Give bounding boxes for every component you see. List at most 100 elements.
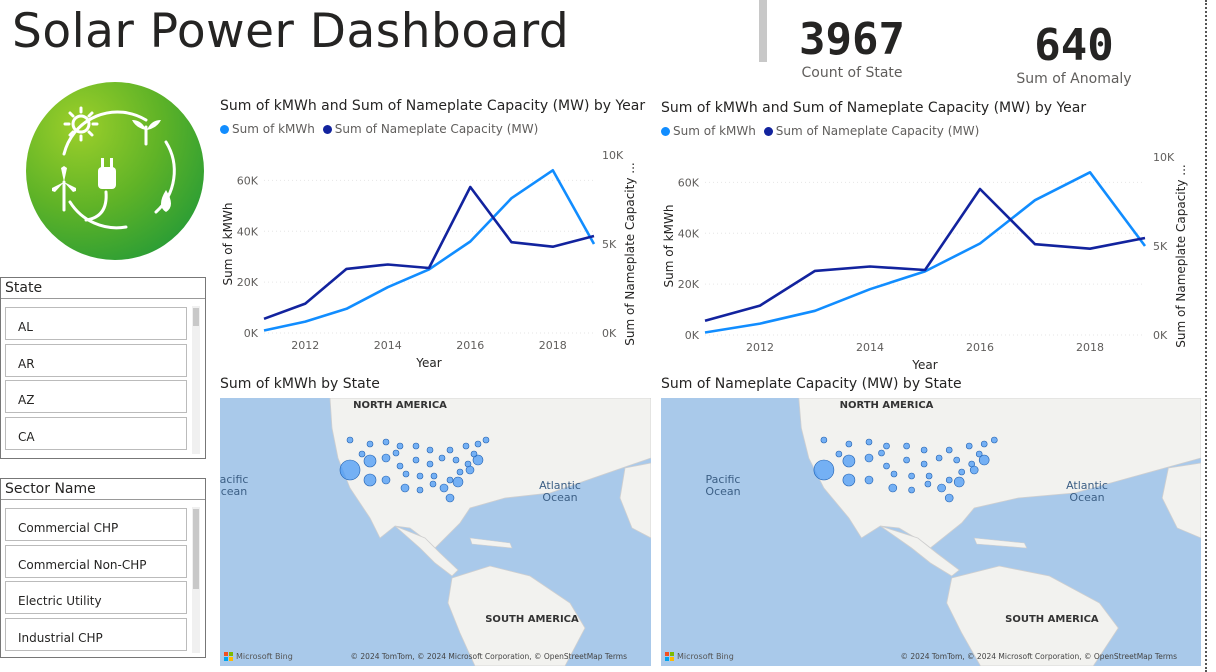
state-bubble — [426, 446, 434, 454]
y2-tick-label: 5K — [1153, 240, 1168, 253]
state-bubble — [474, 440, 482, 448]
state-bubble — [445, 493, 455, 503]
label-pacific-ocean: acific — [220, 473, 248, 486]
state-scroll-thumb[interactable] — [193, 308, 199, 326]
label-south-america: SOUTH AMERICA — [485, 614, 579, 625]
state-bubble — [482, 436, 490, 444]
bing-logo-icon — [665, 657, 669, 661]
state-bubble — [465, 465, 475, 475]
legend-label: Sum of kMWh — [232, 122, 315, 136]
line-chart-plot[interactable]: 0K 20K 40K 60K 0K 5K 10K 2012 2014 2016 2018 Year Su… — [220, 143, 650, 373]
state-bubble — [416, 486, 424, 494]
state-bubble — [935, 454, 943, 462]
label-atlantic-ocean: Atlantic — [539, 479, 581, 492]
series-line-capacity — [704, 187, 1146, 323]
label-atlantic-ocean: Ocean — [1069, 491, 1104, 504]
label-pacific-ocean: cean — [221, 485, 248, 498]
south-america-landmass — [447, 565, 586, 666]
y2-tick-label: 5K — [602, 238, 617, 251]
state-bubble — [339, 459, 361, 481]
state-bubble — [878, 449, 885, 457]
chart-title: Sum of kMWh and Sum of Nameplate Capacit… — [661, 100, 1087, 116]
legend-dot — [661, 127, 670, 136]
state-bubble — [925, 472, 933, 480]
legend-dot — [220, 125, 229, 134]
x-tick-label: 2018 — [539, 339, 567, 352]
map-brand: Microsoft Bing — [236, 652, 293, 661]
state-scrollbar[interactable] — [192, 306, 200, 454]
y2-tick-label: 0K — [602, 327, 617, 340]
kpi-card-count-of-state: 3967 Count of State — [782, 14, 922, 94]
state-bubble — [363, 473, 377, 487]
kpi-label: Sum of Anomaly — [1016, 71, 1132, 87]
state-bubble — [446, 476, 454, 484]
x-tick-label: 2014 — [374, 339, 402, 352]
bing-logo-icon — [670, 652, 674, 656]
sector-option-commercial-non-chp[interactable]: Commercial Non-CHP — [5, 545, 187, 578]
state-bubble — [396, 442, 404, 450]
state-bubble — [835, 450, 843, 458]
state-bubble — [924, 480, 932, 488]
y2-axis-title: Sum of Nameplate Capacity ... — [1174, 164, 1188, 347]
south-america-landmass — [946, 565, 1119, 666]
line-chart-plot[interactable]: 0K 20K 40K 60K 0K 5K 10K 2012 2014 2016 2018 Year Su… — [661, 145, 1201, 375]
state-bubble — [945, 476, 953, 484]
map-capacity-by-state[interactable]: NORTH AMERICA Pacific Ocean Atlantic Ocean SO… — [661, 398, 1201, 666]
state-option-az[interactable]: AZ — [5, 380, 187, 413]
legend-item-capacity[interactable]: Sum of Nameplate Capacity (MW) — [322, 122, 538, 136]
bing-logo-icon — [224, 657, 228, 661]
x-tick-label: 2016 — [966, 341, 994, 354]
state-bubble — [346, 436, 354, 444]
state-bubble — [937, 483, 946, 493]
state-bubble — [908, 486, 915, 494]
kpi-card-sum-of-anomaly: 640 Sum of Anomaly — [1004, 20, 1144, 100]
x-tick-label: 2014 — [856, 341, 884, 354]
chart-legend: Sum of kMWh Sum of Nameplate Capacity (M… — [661, 124, 1201, 138]
state-option-ar[interactable]: AR — [5, 344, 187, 377]
y2-tick-label: 10K — [1153, 151, 1175, 164]
state-bubble — [842, 473, 856, 487]
sector-option-commercial-chp[interactable]: Commercial CHP — [5, 508, 187, 541]
legend-item-capacity[interactable]: Sum of Nameplate Capacity (MW) — [763, 124, 979, 138]
page-border — [1205, 0, 1207, 672]
sector-scrollbar[interactable] — [192, 507, 200, 653]
state-bubble — [953, 476, 965, 488]
central-america-landmass — [394, 525, 459, 577]
state-bubble — [430, 472, 438, 480]
state-option-al[interactable]: AL — [5, 307, 187, 340]
africa-landmass — [619, 462, 651, 539]
sector-option-industrial-chp[interactable]: Industrial CHP — [5, 618, 187, 651]
state-bubble — [953, 456, 961, 464]
sector-scroll-thumb[interactable] — [193, 509, 199, 589]
bing-logo-icon — [665, 652, 669, 656]
state-option-ca[interactable]: CA — [5, 417, 187, 450]
state-bubble — [381, 475, 391, 485]
map-title: Sum of kMWh by State — [220, 376, 380, 392]
legend-item-kmwh[interactable]: Sum of kMWh — [661, 124, 756, 138]
state-bubble — [462, 442, 470, 450]
state-bubble — [470, 450, 478, 458]
bing-logo-icon — [229, 652, 233, 656]
label-atlantic-ocean: Atlantic — [1066, 479, 1108, 492]
state-bubble — [438, 454, 446, 462]
state-bubble — [412, 442, 420, 450]
y2-axis-title: Sum of Nameplate Capacity ... — [623, 162, 637, 345]
map-kmwh-by-state[interactable]: NORTH AMERICA acific cean Atlantic Ocean SOUT… — [220, 398, 651, 666]
y-axis-title: Sum of kMWh — [662, 205, 676, 288]
label-north-america: NORTH AMERICA — [353, 400, 447, 411]
map-title: Sum of Nameplate Capacity (MW) by State — [661, 376, 962, 392]
legend-dot — [322, 125, 332, 134]
state-bubble — [978, 454, 990, 466]
sector-option-electric-utility[interactable]: Electric Utility — [5, 581, 187, 614]
y-tick-label: 0K — [244, 327, 259, 340]
state-bubble — [472, 454, 484, 466]
state-bubble — [358, 450, 366, 458]
state-bubble — [402, 470, 410, 478]
state-bubble — [890, 470, 898, 478]
legend-item-kmwh[interactable]: Sum of kMWh — [220, 122, 315, 136]
x-axis-title: Year — [415, 356, 441, 370]
line-chart-left: Sum of kMWh and Sum of Nameplate Capacit… — [220, 98, 650, 373]
legend-label: Sum of kMWh — [673, 124, 756, 138]
